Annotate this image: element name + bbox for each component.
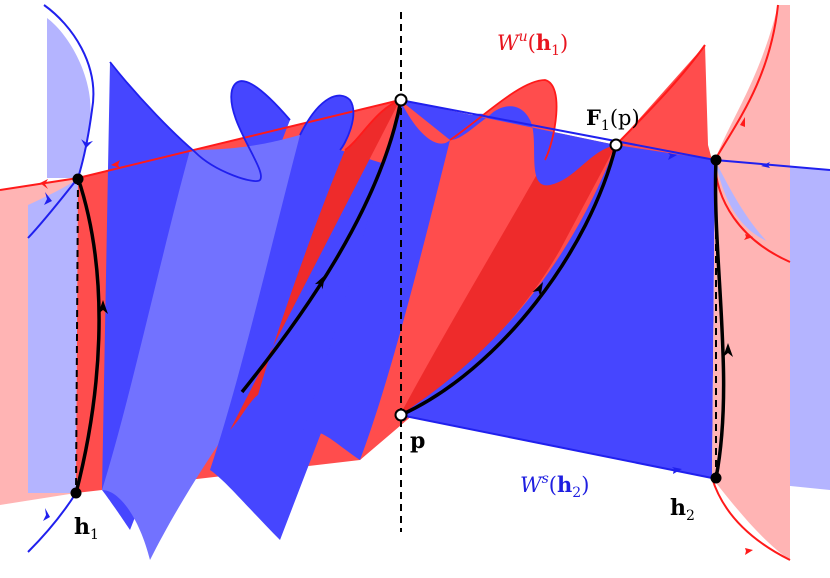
label-p: p	[410, 428, 425, 454]
arrowhead-icon	[744, 234, 753, 240]
arrowhead-icon	[761, 162, 770, 168]
orbit-center	[400, 144, 618, 417]
arrowhead-icon	[44, 192, 52, 205]
h1-stable-curve-left	[27, 177, 79, 239]
h2-unstable-sheet-top	[715, 5, 790, 262]
filled-dot-icon	[710, 154, 722, 166]
label-h1: h1	[74, 514, 99, 543]
arrowhead-icon	[40, 179, 48, 189]
arrowhead-icon	[672, 467, 682, 474]
h1-unstable-curve-left	[0, 177, 79, 191]
stable-manifold-band	[400, 145, 715, 478]
arrowhead-icon	[98, 300, 108, 314]
h1-stable-sheet-top	[47, 18, 91, 178]
stable-manifold-bottom-edge	[399, 414, 713, 479]
points	[70, 93, 722, 499]
open-dot-icon	[609, 138, 623, 152]
h1-stable-curve-bottom	[27, 492, 77, 553]
h1-stable-curve-top	[43, 4, 95, 179]
filled-dot-icon	[710, 472, 722, 484]
h2-unstable-curve-bottom	[711, 477, 791, 561]
label-f1p: F1(p)	[586, 105, 640, 134]
label-unstable-manifold: Wu(h1)	[497, 29, 568, 59]
labels: Wu(h1) F1(p) p Ws(h2) h1 h2	[74, 29, 695, 543]
h2-local-manifolds	[711, 4, 830, 561]
label-h2: h2	[670, 495, 695, 524]
h2-stable-line	[714, 159, 830, 171]
h2-unstable-sheet-bottom	[712, 160, 790, 560]
filled-dot-icon	[70, 487, 82, 499]
h1-local-manifolds	[0, 4, 95, 553]
orbit-h2	[713, 159, 726, 479]
unstable-fold-3	[400, 145, 616, 415]
arrowhead-icon	[668, 153, 677, 160]
arrowhead-icon	[740, 117, 745, 127]
section-line-h1	[75, 177, 79, 494]
orbit-arrowheads	[98, 275, 733, 357]
orbit-left	[240, 99, 403, 394]
open-dot-icon	[394, 408, 408, 422]
orbit-h1	[74, 177, 101, 494]
unstable-fold-outline	[344, 79, 558, 161]
arrowhead-icon	[81, 139, 94, 148]
arrowhead-icon	[111, 160, 120, 168]
unstable-manifold-edge-right	[615, 44, 706, 146]
arrowhead-icon	[723, 343, 733, 357]
orbit-curves	[74, 99, 726, 494]
open-dot-icon	[394, 93, 408, 107]
arrowhead-icon	[532, 282, 543, 297]
stable-fold-lobe	[400, 100, 616, 186]
unstable-fold-2	[360, 80, 557, 460]
stable-fold-light	[102, 135, 300, 560]
label-stable-manifold: Ws(h2)	[520, 471, 589, 501]
arrowhead-icon	[314, 275, 325, 290]
h1-stable-sheet-bottom	[28, 178, 78, 493]
unstable-fold-1	[230, 100, 400, 430]
stable-manifold-edge	[399, 99, 716, 161]
arrowhead-icon	[43, 508, 50, 521]
h2-unstable-curve-top	[714, 4, 779, 161]
stable-fold-2	[210, 95, 420, 540]
folded-manifolds	[76, 44, 716, 560]
arrowhead-icon	[745, 548, 753, 555]
unstable-manifold-edge	[77, 99, 401, 179]
filled-dot-icon	[72, 173, 84, 185]
stable-fold-outline	[109, 61, 355, 182]
